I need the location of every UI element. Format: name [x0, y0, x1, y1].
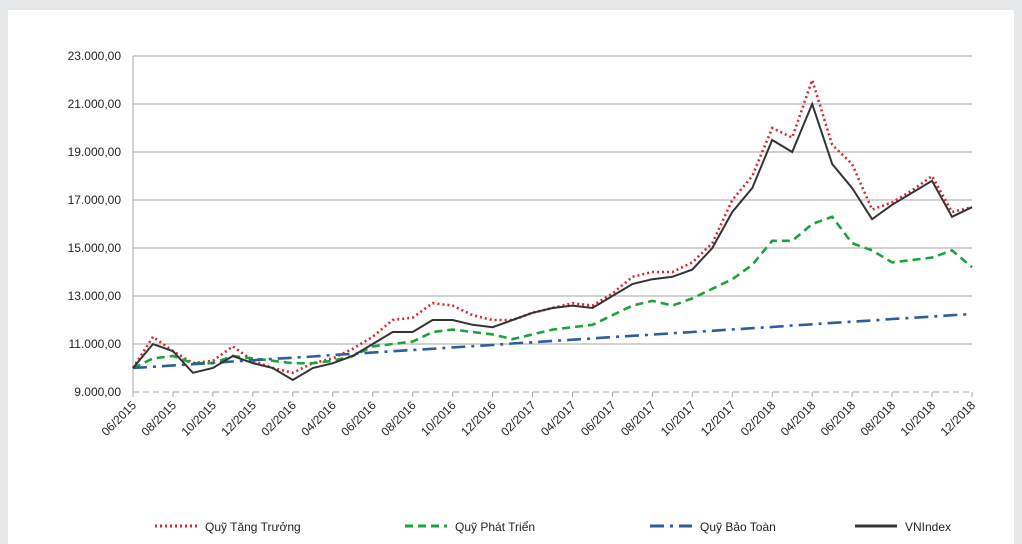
chart-panel: [8, 10, 1014, 544]
legend-label: Quỹ Bảo Toàn: [700, 520, 776, 534]
y-tick-label: 17.000,00: [68, 193, 122, 207]
series-line: [132, 215, 973, 370]
series-line: [132, 312, 973, 370]
legend-label: Quỹ Tăng Trưởng: [205, 520, 301, 534]
y-tick-label: 19.000,00: [68, 145, 122, 159]
y-tick-label: 15.000,00: [68, 241, 122, 255]
legend-label: VNIndex: [905, 520, 951, 534]
y-tick-label: 9.000,00: [74, 385, 121, 399]
series-line: [132, 101, 973, 382]
y-tick-label: 13.000,00: [68, 289, 122, 303]
legend-label: Quỹ Phát Triển: [455, 520, 535, 534]
y-tick-label: 23.000,00: [68, 49, 122, 63]
y-tick-label: 21.000,00: [68, 97, 122, 111]
y-tick-label: 11.000,00: [69, 337, 122, 351]
